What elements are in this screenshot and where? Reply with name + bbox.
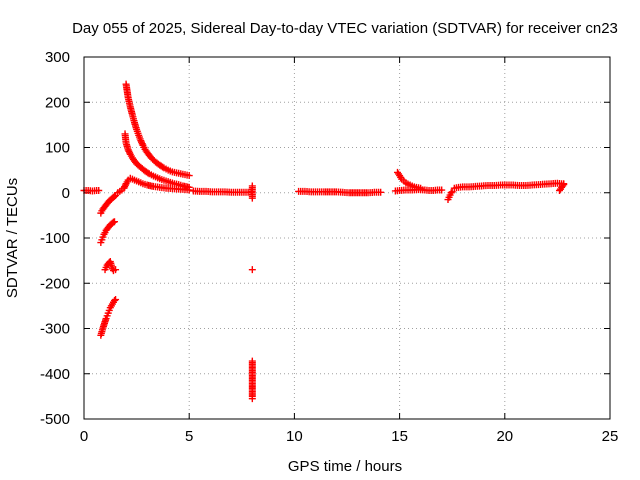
data-point: [558, 183, 566, 191]
series-group: [97, 218, 119, 247]
y-tick-label: -300: [40, 321, 70, 338]
data-point: [111, 218, 119, 226]
x-tick-label: 15: [391, 428, 408, 445]
y-tick-label: 200: [45, 94, 70, 111]
data-point: [248, 266, 256, 274]
series-group: [97, 296, 120, 339]
chart-title: Day 055 of 2025, Sidereal Day-to-day VTE…: [72, 20, 618, 37]
data-point: [144, 169, 152, 177]
x-tick-label: 5: [185, 428, 193, 445]
plot-frame: [83, 56, 611, 420]
y-tick-label: -400: [40, 366, 70, 383]
data-point: [448, 188, 456, 196]
data-point: [112, 296, 120, 304]
x-tick-label: 10: [286, 428, 303, 445]
data-point: [159, 163, 167, 171]
data-point: [248, 395, 256, 403]
series-group: [556, 180, 568, 194]
axis-ticks: 0 5 10 15 20 25 -500 -400 -300 -200 -100 0 100 200 300: [40, 49, 618, 445]
grid-lines: [84, 57, 610, 419]
y-axis-label: SDTVAR / TECUs: [4, 178, 21, 298]
series-group: [450, 179, 568, 192]
data-points: [80, 80, 568, 403]
data-point: [112, 266, 120, 274]
y-tick-label: 300: [45, 49, 70, 66]
data-point: [95, 186, 103, 194]
y-tick-label: -100: [40, 230, 70, 247]
series-group: [80, 186, 103, 195]
series-group: [391, 186, 446, 195]
x-tick-label: 25: [602, 428, 619, 445]
x-axis-label: GPS time / hours: [288, 458, 402, 475]
series-group: [393, 168, 425, 192]
y-tick-label: 100: [45, 140, 70, 157]
data-point: [138, 140, 146, 148]
data-point: [248, 194, 256, 202]
series-group: [97, 191, 120, 217]
x-tick-label: 20: [496, 428, 513, 445]
series-group: [444, 188, 456, 204]
data-point: [438, 186, 446, 194]
data-point: [447, 189, 455, 197]
series-group: [101, 258, 120, 275]
y-tick-label: -200: [40, 275, 70, 292]
series-group: [295, 187, 385, 197]
data-point: [111, 192, 119, 200]
data-point: [560, 180, 568, 188]
data-point: [185, 186, 193, 194]
y-tick-label: 0: [62, 185, 70, 202]
series-group: [248, 182, 256, 403]
x-tick-label: 0: [80, 428, 88, 445]
data-point: [185, 172, 193, 180]
y-tick-label: -500: [40, 411, 70, 428]
data-point: [111, 296, 119, 304]
data-point: [377, 188, 385, 196]
series-group: [114, 174, 193, 197]
series-group: [122, 80, 193, 180]
series-group: [189, 187, 255, 196]
